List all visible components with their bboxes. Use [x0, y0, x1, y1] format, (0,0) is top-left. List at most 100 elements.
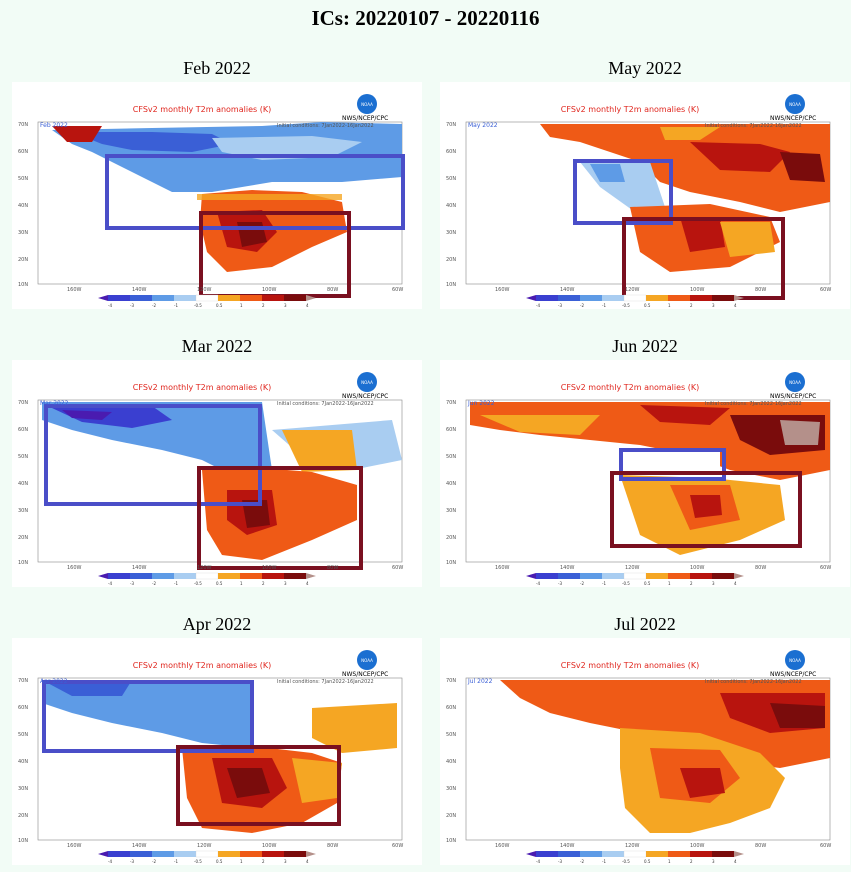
colorbar-cell	[284, 295, 306, 301]
colorbar-cell	[152, 295, 174, 301]
anomaly-hot-region	[227, 768, 270, 798]
lat-label: 20N	[18, 535, 28, 541]
colorbar-cell	[284, 573, 306, 579]
lat-label: 40N	[18, 481, 28, 487]
colorbar-label: -4	[536, 581, 540, 586]
lat-label: 70N	[446, 122, 456, 128]
panel-title: Apr 2022	[182, 614, 252, 634]
outline-box-blue	[44, 404, 262, 506]
anomaly-warm-region	[52, 126, 102, 142]
colorbar-cell	[623, 572, 647, 580]
anomaly-warm-dark-region	[690, 495, 722, 518]
map-inset-label: Apr 2022	[40, 678, 68, 685]
colorbar-cell	[218, 573, 240, 579]
colorbar-cell	[602, 851, 624, 857]
colorbar-label: -4	[108, 303, 112, 308]
map-inset-label: Jun 2022	[467, 400, 495, 407]
colorbar-label: 4	[306, 859, 309, 864]
colorbar-cell	[646, 851, 668, 857]
anomaly-warm-light-region	[292, 758, 342, 803]
colorbar-cell	[526, 573, 536, 579]
colorbar-cell	[580, 573, 602, 579]
colorbar-cell	[306, 295, 316, 301]
colorbar-label: 2	[262, 581, 265, 586]
anomaly-warm-light-region	[312, 703, 397, 753]
colorbar-label: 2	[262, 859, 265, 864]
lat-label: 30N	[18, 786, 28, 792]
colorbar-cell	[602, 295, 624, 301]
lon-label: 160W	[67, 287, 82, 293]
lon-label: 160W	[495, 287, 510, 293]
colorbar-label: 0.5	[644, 581, 651, 586]
anomaly-warm-dark-region	[680, 768, 725, 798]
lat-label: 50N	[18, 176, 28, 182]
anomaly-map: CFSv2 monthly T2m anomalies (K) Apr 2022…	[12, 638, 422, 865]
map-inset-label: Jul 2022	[467, 678, 493, 685]
colorbar-label: 4	[306, 581, 309, 586]
anomaly-map: CFSv2 monthly T2m anomalies (K) Jun 2022…	[440, 360, 850, 587]
colorbar-label: 3	[284, 303, 287, 308]
lat-label: 60N	[446, 149, 456, 155]
lon-label: 80W	[327, 287, 338, 293]
outline-box-blue	[619, 448, 726, 481]
lon-label: 60W	[392, 843, 403, 849]
lat-label: 50N	[446, 732, 456, 738]
anomaly-warm-dark-region	[640, 405, 730, 425]
lat-label: 20N	[446, 257, 456, 263]
lat-label: 20N	[446, 813, 456, 819]
colorbar-label: -3	[130, 303, 134, 308]
lon-label: 160W	[495, 843, 510, 849]
anomaly-cool-dark-region	[72, 132, 232, 152]
lon-label: 80W	[755, 565, 766, 571]
agency-label: NWS/NCEP/CPC	[770, 115, 816, 122]
colorbar-label: 1	[240, 303, 243, 308]
lon-label: 160W	[67, 843, 82, 849]
colorbar: -4 -3 -2 -1 -0.5 0.5 1 2 3 4	[98, 850, 316, 864]
ic-label: Initial conditions: 7Jan2022-16Jan2022	[277, 123, 374, 129]
lat-label: 70N	[446, 678, 456, 684]
colorbar-label: -0.5	[194, 859, 202, 864]
anomaly-extreme-region	[780, 420, 820, 445]
colorbar-label: 0.5	[644, 859, 651, 864]
lon-label: 140W	[560, 565, 575, 571]
colorbar-cell	[195, 850, 219, 858]
colorbar-cell	[284, 851, 306, 857]
colorbar-label: 4	[734, 303, 737, 308]
colorbar-label: -2	[580, 581, 584, 586]
colorbar-cell	[734, 573, 744, 579]
colorbar-cell	[130, 295, 152, 301]
colorbar-label: -1	[602, 303, 606, 308]
anomaly-neutral-region	[625, 452, 720, 475]
page-title: ICs: 20220107 - 20220116	[311, 6, 540, 30]
colorbar-cell	[262, 851, 284, 857]
colorbar-cell	[240, 851, 262, 857]
lon-label: 100W	[262, 843, 277, 849]
colorbar-cell	[98, 295, 108, 301]
colorbar-label: 0.5	[216, 581, 223, 586]
map-inset-label: Mar 2022	[40, 400, 69, 407]
anomaly-map: CFSv2 monthly T2m anomalies (K) May 2022…	[440, 82, 850, 309]
lat-label: 60N	[18, 149, 28, 155]
anomaly-hot-region	[770, 703, 825, 728]
colorbar-label: -3	[558, 581, 562, 586]
colorbar-cell	[174, 295, 196, 301]
lon-label: 60W	[820, 565, 831, 571]
lon-label: 100W	[690, 843, 705, 849]
colorbar: -4 -3 -2 -1 -0.5 0.5 1 2 3 4	[526, 850, 744, 864]
lon-label: 100W	[690, 287, 705, 293]
ic-label: Initial conditions: 7Jan2022-16Jan2022	[705, 123, 802, 129]
colorbar-cell	[98, 851, 108, 857]
logo-text: NOAA	[789, 380, 801, 385]
agency-label: NWS/NCEP/CPC	[342, 671, 388, 678]
colorbar-label: -1	[174, 859, 178, 864]
colorbar-cell	[218, 295, 240, 301]
ic-label: Initial conditions: 7Jan2022-16Jan2022	[277, 679, 374, 685]
colorbar-label: 0.5	[216, 303, 223, 308]
colorbar-cell	[580, 295, 602, 301]
lon-label: 60W	[820, 287, 831, 293]
lat-label: 60N	[18, 427, 28, 433]
colorbar-cell	[734, 851, 744, 857]
colorbar-cell	[262, 295, 284, 301]
map-svg: CFSv2 monthly T2m anomalies (K) Mar 2022…	[18, 372, 403, 586]
noaa-logo-icon	[357, 94, 377, 114]
